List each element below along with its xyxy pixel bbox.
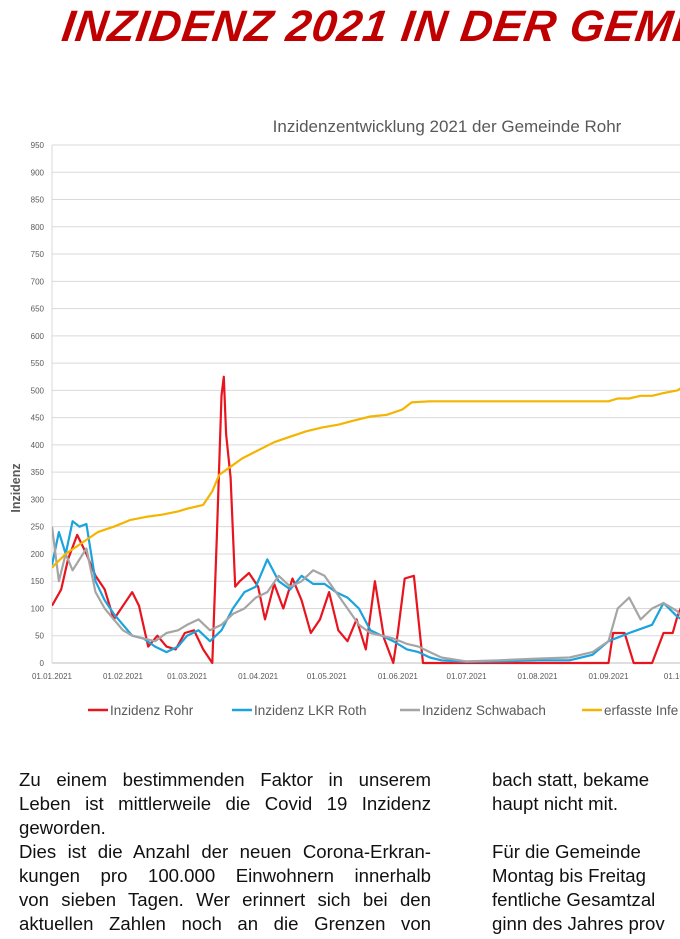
text-line: Zu einem bestimmenden Faktor in unserem [19,769,431,790]
x-tick-label: 01.01.2021 [32,672,73,681]
y-axis-label: Inzidenz [9,463,23,512]
x-tick-label: 01.06.2021 [378,672,419,681]
y-tick-label: 300 [31,495,45,504]
legend-label: Inzidenz Schwabach [422,703,546,718]
x-tick-label: 01.07.2021 [447,672,488,681]
series-line-0 [52,375,680,665]
paragraph-definition: Dies ist die Anzahl der neuen Corona-Erk… [19,840,431,936]
text-line: von sieben Tagen. Wer erinnert sich bei … [19,889,431,910]
text-line: fentliche Gesamtzal [492,889,656,910]
series-line-3 [52,387,680,569]
x-tick-label: 01.10.2 [664,672,680,681]
y-tick-label: 800 [31,223,45,232]
y-tick-label: 450 [31,414,45,423]
incidence-chart: Inzidenzentwicklung 2021 der Gemeinde Ro… [9,117,680,718]
text-line: ginn des Jahres prov [492,913,665,934]
y-tick-label: 200 [31,550,45,559]
text-line: Dies ist die Anzahl der neuen Corona-Erk… [19,841,431,862]
article-column-right: bach statt, bekame haupt nicht mit. Für … [492,768,680,936]
text-line: geworden. [19,817,106,838]
y-tick-label: 700 [31,277,45,286]
y-tick-label: 900 [31,168,45,177]
text-line: haupt nicht mit. [492,793,619,814]
article-column-left: Zu einem bestimmenden Faktor in unserem … [19,768,431,936]
y-tick-label: 500 [31,386,45,395]
series-lines [52,375,680,665]
text-line: kungen pro 100.000 Einwohnern innerhalb [19,865,431,886]
y-tick-label: 100 [31,604,45,613]
y-tick-label: 350 [31,468,45,477]
x-tick-label: 01.04.2021 [238,672,279,681]
axes: 0 50 100 150 200 250 300 350 400 450 500 550 600 650 7… [31,141,680,681]
legend-label: erfasste Infe [604,703,678,718]
legend-label: Inzidenz Rohr [110,703,194,718]
y-tick-label: 150 [31,577,45,586]
y-tick-label: 400 [31,441,45,450]
x-tick-label: 01.02.2021 [103,672,144,681]
gridlines [52,144,680,664]
text-line: Montag bis Freitag [492,865,646,886]
text-line: Leben ist mittlerweile die Covid 19 Inzi… [19,793,431,814]
x-tick-label: 01.09.2021 [589,672,630,681]
text-line: Für die Gemeinde [492,841,641,862]
y-tick-label: 950 [31,141,45,150]
series-line-1 [52,520,680,664]
y-tick-label: 650 [31,305,45,314]
y-tick-label: 50 [35,632,44,641]
y-tick-label: 550 [31,359,45,368]
y-tick-label: 600 [31,332,45,341]
text-line: bach statt, bekame [492,769,650,790]
headline: INZIDENZ 2021 IN DER GEMEIN [59,2,680,51]
paragraph-intro: Zu einem bestimmenden Faktor in unserem … [19,768,431,840]
legend-label: Inzidenz LKR Roth [254,703,367,718]
series-line-2 [52,526,680,663]
y-tick-label: 250 [31,523,45,532]
x-tick-label: 01.03.2021 [167,672,208,681]
legend: Inzidenz Rohr Inzidenz LKR Roth Inzidenz S… [88,703,678,718]
x-tick-label: 01.08.2021 [518,672,559,681]
y-tick-label: 850 [31,196,45,205]
chart-title: Inzidenzentwicklung 2021 der Gemeinde Ro… [273,117,622,136]
y-tick-label: 750 [31,250,45,259]
x-tick-label: 01.05.2021 [307,672,348,681]
paragraph-gap [492,816,680,840]
y-tick-label: 0 [40,659,45,668]
text-line: aktuellen Zahlen noch an die Grenzen von [19,913,431,934]
